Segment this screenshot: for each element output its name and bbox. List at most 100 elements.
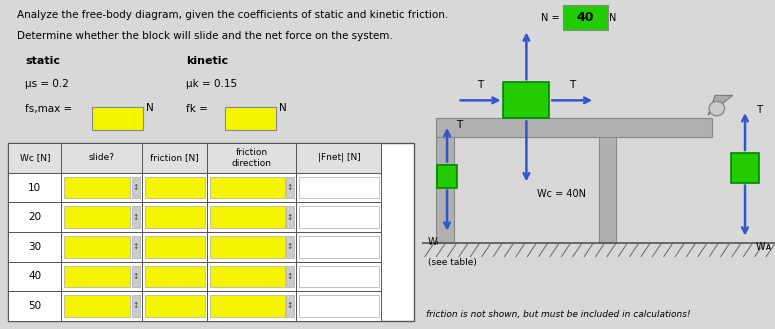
Bar — [207, 262, 296, 291]
Bar — [296, 232, 381, 262]
Bar — [64, 236, 130, 258]
Bar — [132, 295, 140, 317]
Text: friction
direction: friction direction — [232, 148, 272, 167]
Bar — [299, 177, 379, 198]
Text: μs = 0.2: μs = 0.2 — [26, 79, 69, 89]
Bar — [143, 202, 207, 232]
Bar — [145, 206, 205, 228]
Bar — [9, 262, 61, 291]
Text: Wₗ: Wₗ — [428, 237, 439, 247]
Text: ↕: ↕ — [287, 213, 293, 222]
Text: fk =: fk = — [186, 104, 208, 114]
Text: Wc = 40N: Wc = 40N — [537, 189, 586, 199]
Bar — [504, 82, 549, 118]
Polygon shape — [708, 95, 732, 115]
Bar — [296, 262, 381, 291]
Bar — [9, 291, 61, 321]
Bar — [210, 206, 284, 228]
Text: N: N — [279, 103, 287, 113]
Text: T: T — [756, 105, 762, 115]
Bar — [286, 177, 294, 198]
Bar — [437, 164, 456, 188]
Bar — [61, 173, 143, 202]
Text: slide?: slide? — [88, 153, 115, 163]
Text: Determine whether the block will slide and the net force on the system.: Determine whether the block will slide a… — [17, 31, 393, 41]
Text: ↕: ↕ — [133, 213, 139, 222]
Bar — [143, 173, 207, 202]
Bar — [286, 266, 294, 287]
Bar — [296, 143, 381, 173]
Bar — [296, 173, 381, 202]
Text: |Fnet| [N]: |Fnet| [N] — [318, 153, 360, 163]
Bar — [61, 143, 143, 173]
Bar — [9, 143, 414, 321]
Bar — [286, 206, 294, 228]
Text: N: N — [609, 13, 617, 23]
Bar — [286, 236, 294, 258]
Bar — [436, 118, 711, 137]
Bar — [9, 173, 61, 202]
Text: fs,max =: fs,max = — [26, 104, 73, 114]
Bar — [9, 143, 61, 173]
Bar — [132, 266, 140, 287]
Text: ↕: ↕ — [287, 272, 293, 281]
Bar — [9, 232, 61, 262]
FancyBboxPatch shape — [563, 5, 608, 30]
Text: static: static — [26, 56, 60, 66]
Text: ↕: ↕ — [133, 183, 139, 192]
Text: T: T — [477, 81, 484, 90]
Text: 20: 20 — [28, 212, 41, 222]
FancyBboxPatch shape — [91, 107, 143, 130]
Bar — [143, 143, 207, 173]
Text: ↕: ↕ — [287, 242, 293, 251]
Bar — [132, 177, 140, 198]
Bar — [132, 206, 140, 228]
Text: Wc [N]: Wc [N] — [19, 153, 50, 163]
Bar — [299, 206, 379, 228]
Bar — [296, 202, 381, 232]
Bar — [145, 177, 205, 198]
Text: ↕: ↕ — [133, 242, 139, 251]
Bar — [143, 262, 207, 291]
Bar — [207, 202, 296, 232]
Text: 10: 10 — [28, 183, 41, 192]
Text: 40: 40 — [577, 11, 594, 24]
Text: N =: N = — [540, 13, 559, 23]
Bar — [210, 295, 284, 317]
Text: Wᴀ = 27N: Wᴀ = 27N — [756, 242, 775, 252]
Bar — [61, 262, 143, 291]
Text: ↕: ↕ — [287, 301, 293, 311]
Text: 30: 30 — [28, 242, 41, 252]
Text: 40: 40 — [28, 271, 41, 281]
Bar — [286, 295, 294, 317]
Text: (see table): (see table) — [428, 258, 477, 267]
Bar — [299, 236, 379, 258]
Text: 50: 50 — [28, 301, 41, 311]
Text: ↕: ↕ — [287, 183, 293, 192]
Text: Analyze the free-body diagram, given the coefficients of static and kinetic fric: Analyze the free-body diagram, given the… — [17, 10, 448, 20]
Text: μk = 0.15: μk = 0.15 — [186, 79, 237, 89]
Bar — [210, 266, 284, 287]
Text: T: T — [569, 81, 575, 90]
Bar — [61, 232, 143, 262]
Bar — [299, 295, 379, 317]
Bar — [64, 206, 130, 228]
Bar — [61, 291, 143, 321]
Bar — [210, 236, 284, 258]
Text: T: T — [456, 120, 462, 130]
Bar — [132, 236, 140, 258]
Bar — [207, 232, 296, 262]
Bar — [210, 177, 284, 198]
Bar — [296, 291, 381, 321]
Bar — [145, 295, 205, 317]
Bar — [299, 266, 379, 287]
Bar — [731, 153, 760, 183]
Text: ↕: ↕ — [133, 272, 139, 281]
Bar — [64, 177, 130, 198]
Bar — [145, 266, 205, 287]
Text: N: N — [146, 103, 153, 113]
Bar — [145, 236, 205, 258]
Text: ↕: ↕ — [133, 301, 139, 311]
Bar — [143, 232, 207, 262]
Bar — [598, 137, 616, 243]
